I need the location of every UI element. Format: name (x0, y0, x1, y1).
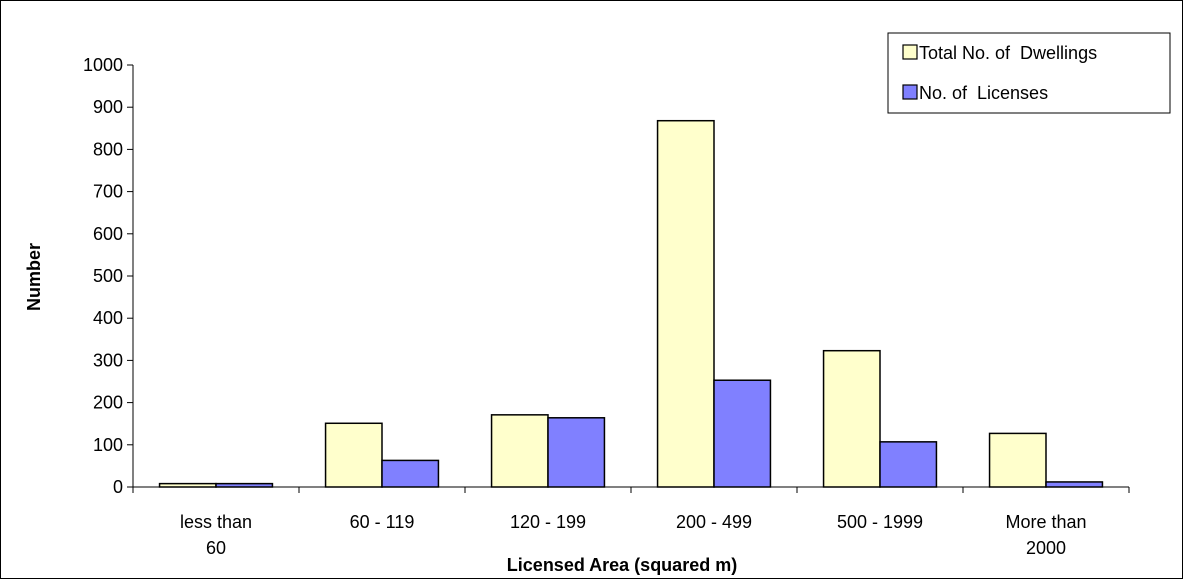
y-tick-label: 600 (93, 224, 123, 244)
legend-swatch-licenses (902, 84, 918, 100)
x-tick-label: less than (180, 512, 252, 532)
legend-label-dwellings: Total No. of Dwellings (919, 43, 1097, 63)
legend-box (887, 32, 1171, 114)
y-tick-label: 900 (93, 97, 123, 117)
y-tick-label: 700 (93, 182, 123, 202)
legend-swatch-dwellings (902, 44, 918, 60)
y-tick-label: 500 (93, 266, 123, 286)
bar (822, 349, 881, 488)
x-tick-label: 120 - 199 (510, 512, 586, 532)
bar (879, 441, 938, 488)
y-tick-label: 1000 (83, 55, 123, 75)
y-tick-label: 400 (93, 308, 123, 328)
x-tick-label: More than (1005, 512, 1086, 532)
bar (215, 482, 274, 488)
bar (988, 432, 1047, 488)
legend: Total No. of Dwellings No. of Licenses (887, 32, 1171, 114)
y-tick-label: 100 (93, 435, 123, 455)
bar (1045, 481, 1104, 488)
x-tick-label: 60 (206, 538, 226, 558)
x-tick-label: 60 - 119 (350, 512, 415, 532)
x-tick-label: 200 - 499 (676, 512, 752, 532)
bar (713, 379, 772, 488)
bar (324, 422, 383, 488)
y-tick-label: 200 (93, 393, 123, 413)
bar (158, 482, 217, 488)
y-tick-label: 800 (93, 139, 123, 159)
y-axis-title: Number (24, 243, 44, 311)
bar (490, 414, 549, 488)
x-tick-label: 2000 (1026, 538, 1066, 558)
y-tick-label: 300 (93, 350, 123, 370)
x-tick-label: 500 - 1999 (837, 512, 923, 532)
bar (381, 459, 440, 488)
y-tick-label: 0 (113, 477, 123, 497)
bar (656, 119, 715, 488)
plot-area: 0 100 200 300 400 500 600 700 800 900 1000 less tha… (83, 55, 1130, 558)
legend-label-licenses: No. of Licenses (919, 83, 1048, 103)
x-axis-title: Licensed Area (squared m) (507, 555, 737, 575)
bar (547, 417, 606, 488)
